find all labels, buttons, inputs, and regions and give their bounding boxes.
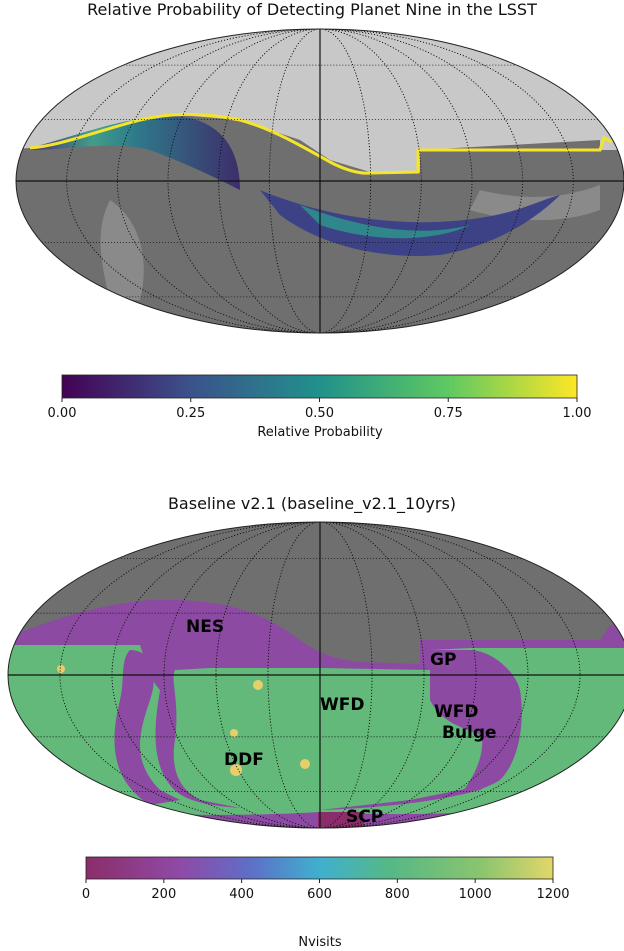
- colorbar2-gradient: [85, 856, 554, 880]
- colorbar1-gradient: [61, 374, 578, 399]
- map1-title: Relative Probability of Detecting Planet…: [87, 0, 537, 19]
- colorbar1-label: Relative Probability: [257, 425, 383, 440]
- map1-galactic-patch-left: [100, 200, 144, 300]
- label-wfd-bulge-1: WFD: [434, 702, 478, 722]
- colorbar1: 0.00 0.25 0.50 0.75 1.00 Relative Probabilit…: [48, 374, 592, 440]
- colorbar-tick-label: 600: [307, 887, 332, 902]
- colorbar-tick-label: 400: [229, 887, 254, 902]
- colorbar-tick-label: 0.75: [434, 406, 463, 421]
- colorbar-tick-label: 1200: [536, 887, 569, 902]
- map1: [15, 28, 624, 334]
- ddf-spot: [57, 665, 65, 673]
- map2: NES GP WFD WFD Bulge DDF SCP: [7, 521, 624, 829]
- label-gp: GP: [430, 650, 456, 670]
- map1-probability-core-south: [300, 205, 470, 239]
- colorbar-tick-label: 0: [82, 887, 90, 902]
- label-ddf: DDF: [224, 750, 264, 770]
- label-nes: NES: [186, 617, 224, 637]
- map2-scp-region: [318, 812, 364, 828]
- colorbar-tick-label: 1.00: [563, 406, 592, 421]
- label-wfd-center: WFD: [320, 695, 364, 715]
- ddf-spot: [300, 759, 310, 769]
- label-wfd-bulge-2: Bulge: [442, 723, 497, 743]
- map2-title: Baseline v2.1 (baseline_v2.1_10yrs): [167, 494, 457, 513]
- colorbar2: 0 200 400 600 800 1000 1200 Nvisits: [82, 856, 570, 950]
- colorbar-tick-label: 0.00: [48, 406, 77, 421]
- map2-galactic-stripe-right: [430, 650, 520, 795]
- colorbar-tick-label: 800: [385, 887, 410, 902]
- ddf-spot: [230, 729, 238, 737]
- colorbar-tick-label: 200: [151, 887, 176, 902]
- map1-galactic-patch-right: [470, 185, 600, 221]
- ddf-spot: [253, 680, 263, 690]
- map1-probability-band-south: [260, 190, 560, 256]
- label-scp: SCP: [346, 807, 383, 827]
- colorbar-tick-label: 1000: [459, 887, 492, 902]
- map2-galactic-stripe-left: [114, 650, 180, 805]
- map1-probability-band-north: [30, 116, 240, 190]
- colorbar2-label: Nvisits: [298, 935, 342, 950]
- ddf-spot: [230, 764, 242, 776]
- colorbar-tick-label: 0.25: [176, 406, 205, 421]
- colorbar-tick-label: 0.50: [305, 406, 334, 421]
- map1-highlight-edge: [29, 112, 613, 175]
